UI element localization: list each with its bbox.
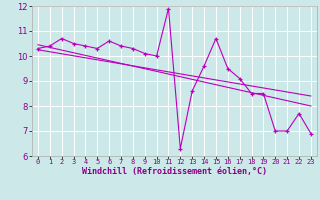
X-axis label: Windchill (Refroidissement éolien,°C): Windchill (Refroidissement éolien,°C) xyxy=(82,167,267,176)
